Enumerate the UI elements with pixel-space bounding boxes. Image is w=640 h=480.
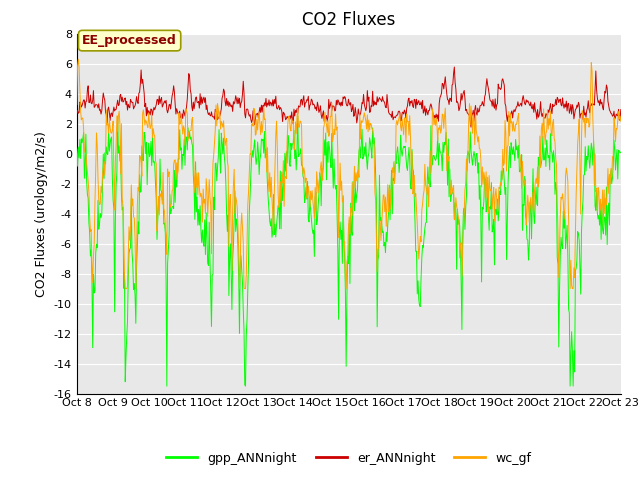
Text: EE_processed: EE_processed (83, 34, 177, 47)
Legend: gpp_ANNnight, er_ANNnight, wc_gf: gpp_ANNnight, er_ANNnight, wc_gf (161, 447, 536, 469)
Title: CO2 Fluxes: CO2 Fluxes (302, 11, 396, 29)
Y-axis label: CO2 Fluxes (urology/m2/s): CO2 Fluxes (urology/m2/s) (35, 131, 48, 297)
